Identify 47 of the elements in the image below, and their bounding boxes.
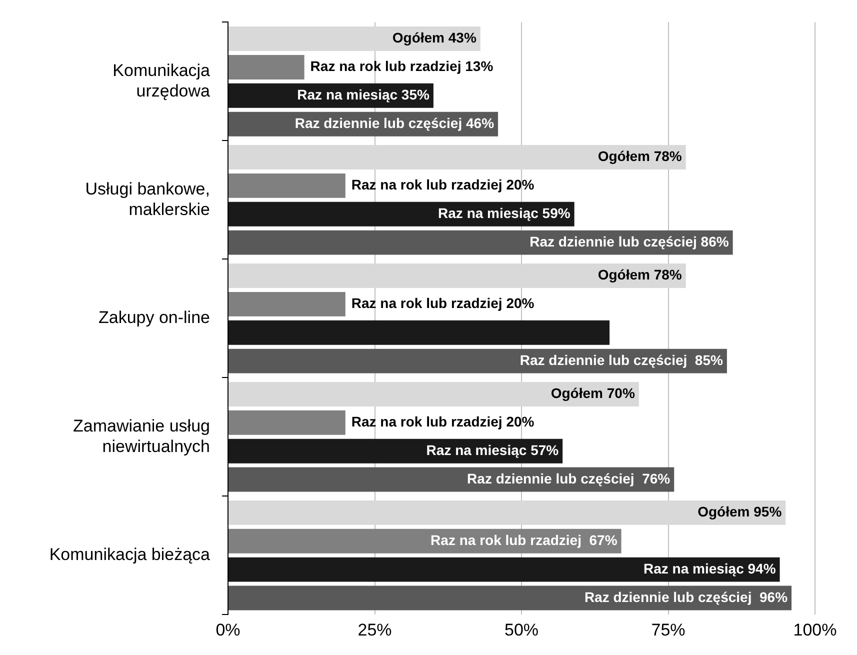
data-label: Raz dziennie lub częściej 96%: [584, 588, 788, 605]
bar: [228, 292, 346, 316]
bar: [228, 348, 727, 374]
data-label: Raz na rok lub rzadziej 20%: [351, 414, 535, 430]
data-label: Raz na rok lub rzadziej 20%: [351, 176, 535, 193]
y-tick-label: Usługi bankowe, maklerskie: [85, 179, 210, 219]
bar: [228, 467, 674, 492]
data-label: Raz dziennie lub częściej 85%: [520, 352, 724, 368]
bar: [228, 54, 304, 80]
bar: [228, 230, 733, 255]
y-tick-label: Komunikacja urzędowa: [112, 60, 211, 100]
bar: [228, 586, 792, 610]
data-label: Raz na rok lub rzadziej 13%: [310, 58, 494, 74]
y-tick-label: Komunikacja bieżąca: [49, 545, 211, 564]
bar: [228, 382, 639, 406]
data-label: Raz na miesiąc 94%: [643, 560, 776, 576]
bar: [228, 26, 480, 52]
x-tick-label: 100%: [793, 620, 837, 640]
x-tick-label: 50%: [504, 620, 539, 640]
data-label: Ogółem 78%: [598, 148, 682, 164]
x-tick-label: 75%: [651, 620, 686, 640]
data-label: Raz dziennie lub częściej 86%: [530, 233, 730, 250]
y-tick-label: Zakupy on-line: [98, 308, 210, 328]
data-label: Raz na miesiąc 59%: [438, 204, 571, 221]
data-label: Raz na rok lub rzadziej 20%: [351, 295, 535, 312]
data-label: Raz na rok lub rzadziej 67%: [430, 532, 618, 548]
bar: [228, 500, 786, 525]
bar: [228, 557, 780, 582]
bar: [228, 145, 686, 170]
data-label: Raz dziennie lub częściej 76%: [467, 470, 671, 486]
data-label: Ogółem 70%: [550, 385, 636, 402]
bar: [228, 202, 574, 226]
bar: [228, 173, 346, 198]
x-tick-label: 0%: [216, 620, 240, 640]
data-label: Ogółem 78%: [598, 266, 682, 283]
y-tick-label: Zamawianie usług niewirtualnych: [72, 416, 210, 456]
bar: [228, 438, 563, 464]
bar: [228, 528, 622, 554]
x-tick-label: 25%: [358, 620, 392, 640]
data-label: Raz na miesiąc 57%: [426, 442, 560, 458]
data-label: Raz dziennie lub częściej 46%: [294, 114, 495, 131]
data-label: Ogółem 95%: [698, 504, 782, 520]
data-label: Raz na miesiąc 35%: [297, 86, 430, 103]
bar: [228, 410, 346, 435]
bar: [228, 320, 610, 345]
bar: [228, 264, 686, 288]
data-label: Ogółem 43%: [392, 30, 477, 46]
